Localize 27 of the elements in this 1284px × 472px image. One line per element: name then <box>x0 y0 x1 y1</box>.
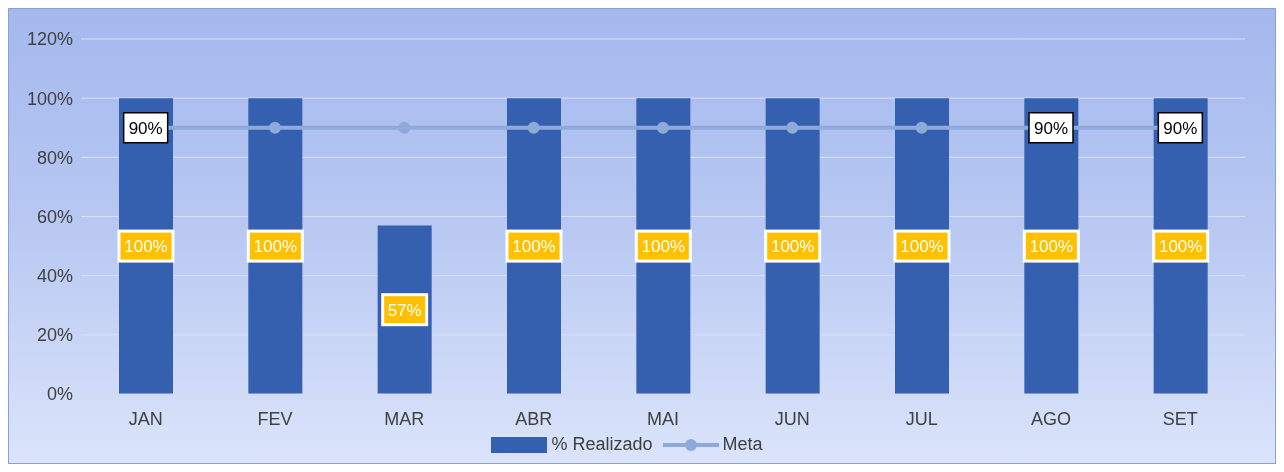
x-tick-label: JAN <box>128 408 163 429</box>
x-tick-label: MAI <box>646 408 680 429</box>
data-label: 100% <box>1158 237 1203 257</box>
data-label: 100% <box>1029 237 1074 257</box>
x-tick-label: ABR <box>515 408 553 429</box>
x-tick-label: AGO <box>1030 408 1072 429</box>
y-tick-label: 100% <box>26 88 73 109</box>
data-label: 100% <box>770 237 815 257</box>
x-tick-label: FEV <box>257 408 293 429</box>
x-tick-label: JUL <box>905 408 938 429</box>
data-label: 100% <box>512 237 556 257</box>
data-label: 100% <box>641 237 686 257</box>
data-label: 100% <box>900 237 944 257</box>
y-tick-label: 80% <box>36 147 73 168</box>
y-tick-label: 0% <box>46 384 73 405</box>
data-label: 57% <box>387 300 422 320</box>
x-tick-label: JUN <box>774 408 810 429</box>
y-tick-label: 40% <box>36 266 73 287</box>
x-tick-label: SET <box>1162 408 1198 429</box>
legend-label: Meta <box>721 434 763 455</box>
x-tick-label: MAR <box>384 408 425 429</box>
y-tick-label: 20% <box>36 325 73 346</box>
data-label: 100% <box>253 237 298 257</box>
data-label: 100% <box>124 237 168 257</box>
legend-label: % Realizado <box>550 434 653 455</box>
y-tick-label: 60% <box>36 206 73 227</box>
y-tick-label: 120% <box>26 29 73 50</box>
